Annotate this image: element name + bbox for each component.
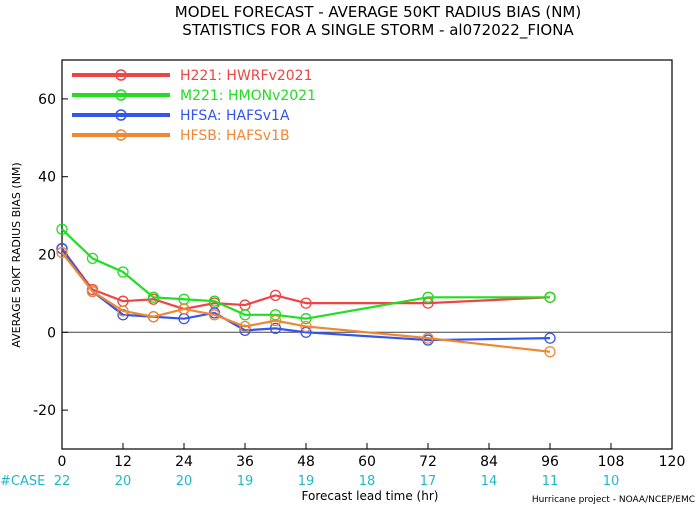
case-count: 14	[481, 474, 498, 489]
x-tick-label: 36	[236, 454, 254, 470]
x-tick-label: 108	[598, 454, 625, 470]
data-point	[117, 266, 129, 278]
legend-swatch-marker	[115, 109, 127, 121]
series-line-4	[61, 251, 551, 353]
case-row-label: #CASE	[0, 474, 45, 489]
data-point	[239, 320, 251, 333]
data-point	[422, 332, 434, 344]
case-count: 20	[115, 474, 132, 489]
data-point	[86, 285, 99, 298]
data-point	[544, 346, 556, 358]
data-point	[300, 320, 312, 333]
x-tick-label: 60	[358, 454, 376, 470]
data-point	[269, 289, 282, 301]
legend-swatch-marker	[115, 129, 127, 141]
data-point	[544, 332, 556, 344]
x-axis-label: Forecast lead time (hr)	[302, 489, 439, 503]
y-axis-label: AVERAGE 50KT RADIUS BIAS (NM)	[10, 162, 23, 347]
chart-subtitle: STATISTICS FOR A SINGLE STORM - al072022…	[182, 21, 574, 40]
legend-swatch-marker	[115, 69, 127, 81]
x-tick-label: 84	[480, 454, 498, 470]
case-count: 11	[542, 474, 559, 489]
data-point	[422, 291, 434, 303]
data-point	[147, 291, 160, 303]
case-count: 18	[359, 474, 376, 489]
case-count: 19	[237, 474, 254, 489]
data-point	[56, 223, 68, 235]
x-tick-label: 0	[58, 454, 67, 470]
y-tick-label: 20	[38, 248, 56, 264]
y-tick-label: -20	[33, 403, 56, 419]
data-point	[208, 309, 221, 321]
data-point	[117, 305, 129, 317]
legend-swatch-marker	[115, 89, 127, 101]
data-point	[239, 309, 251, 321]
y-tick-label: 60	[38, 92, 56, 108]
data-point	[269, 322, 282, 335]
data-point	[208, 295, 221, 307]
x-tick-label: 24	[175, 454, 193, 470]
series-line-1	[61, 248, 551, 311]
y-tick-label: 40	[38, 170, 56, 186]
case-count: 22	[54, 474, 71, 489]
plot-frame	[61, 59, 673, 450]
case-count: 19	[298, 474, 315, 489]
data-point	[178, 303, 190, 315]
case-count: 10	[603, 474, 620, 489]
credit-text: Hurricane project - NOAA/NCEP/EMC	[532, 495, 695, 505]
data-point	[544, 291, 556, 303]
plot-area: 0 12 24 36 48 60 72 84 96 108 120 -20 0 20 40 60 H221: H…	[0, 59, 686, 489]
data-point	[269, 314, 282, 327]
series-line-3	[61, 248, 551, 342]
case-count: 17	[420, 474, 437, 489]
chart-title: MODEL FORECAST - AVERAGE 50KT RADIUS BIA…	[175, 3, 581, 21]
x-tick-label: 96	[541, 454, 559, 470]
x-tick-label: 72	[419, 454, 437, 470]
case-count: 20	[176, 474, 193, 489]
data-point	[86, 252, 99, 265]
legend-entry: M221: HMONv2021	[180, 88, 316, 104]
legend-entry: HFSB: HAFSv1B	[180, 128, 290, 144]
legend-entry: H221: HWRFv2021	[180, 68, 312, 84]
data-point	[300, 313, 312, 325]
series-line-2	[61, 228, 550, 320]
data-point	[147, 311, 160, 323]
y-tick-label: 0	[47, 325, 56, 341]
x-tick-label: 120	[659, 454, 686, 470]
x-tick-label: 12	[114, 454, 132, 470]
x-tick-label: 48	[297, 454, 315, 470]
legend-entry: HFSA: HAFSv1A	[180, 108, 290, 124]
data-point	[300, 297, 312, 309]
data-point	[56, 246, 68, 259]
